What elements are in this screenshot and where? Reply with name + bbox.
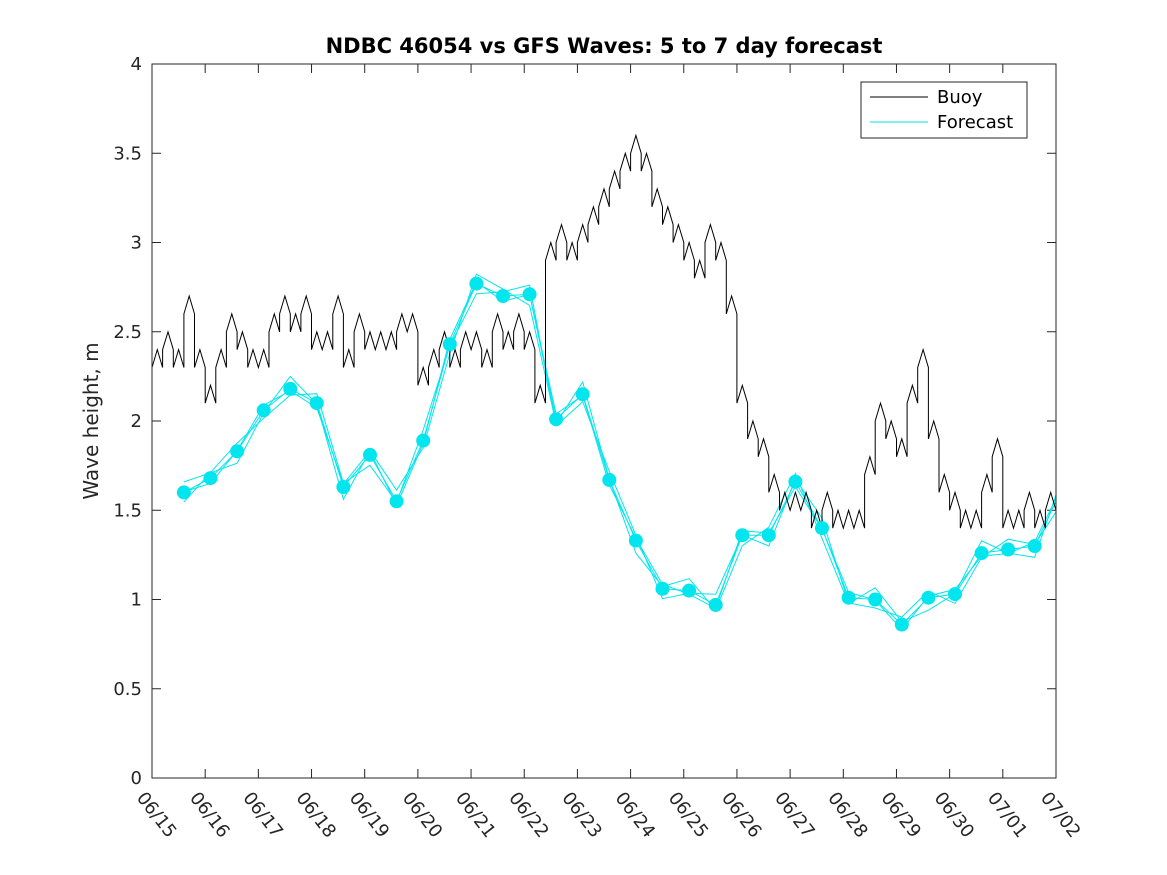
axis-ticks bbox=[151, 63, 1057, 779]
forecast-marker bbox=[1027, 539, 1042, 553]
forecast-marker bbox=[176, 485, 191, 500]
forecast-marker bbox=[948, 587, 962, 602]
x-tick-labels: 06/15 06/16 06/17 06/18 06/19 06/20 06/21 06/22… bbox=[132, 788, 1084, 842]
y-tick-label: 2.5 bbox=[113, 322, 142, 343]
y-tick-label: 0 bbox=[131, 768, 142, 789]
legend-box bbox=[860, 81, 1028, 139]
legend: Buoy Forecast bbox=[860, 81, 1028, 139]
y-tick-label: 1 bbox=[131, 590, 142, 611]
forecast-marker bbox=[283, 381, 298, 396]
forecast-line bbox=[183, 284, 1057, 618]
forecast-marker bbox=[974, 546, 989, 561]
forecast-marker bbox=[815, 521, 829, 536]
forecast-marker bbox=[230, 444, 245, 459]
legend-buoy-label: Buoy bbox=[937, 87, 983, 108]
forecast-marker bbox=[628, 533, 643, 548]
plot-frame bbox=[151, 63, 1057, 779]
forecast-marker bbox=[575, 387, 590, 402]
forecast-line bbox=[183, 273, 1057, 623]
forecast-marker bbox=[363, 447, 377, 462]
series-layer bbox=[151, 133, 1057, 632]
forecast-marker bbox=[336, 480, 351, 494]
forecast-marker bbox=[735, 528, 750, 543]
y-tick-label: 3 bbox=[131, 233, 142, 254]
x-tick-label: 06/28 bbox=[823, 788, 871, 842]
x-tick-label: 06/19 bbox=[345, 788, 393, 842]
forecast-marker bbox=[708, 597, 723, 612]
buoy-line bbox=[151, 133, 1057, 530]
y-tick-label: 4 bbox=[131, 54, 142, 75]
forecast-marker bbox=[894, 617, 909, 632]
forecast-marker bbox=[682, 583, 697, 598]
x-tick-label: 06/24 bbox=[611, 788, 659, 842]
forecast-marker bbox=[256, 403, 271, 418]
forecast-marker bbox=[761, 528, 776, 543]
forecast-marker bbox=[442, 337, 457, 352]
forecast-marker bbox=[469, 276, 484, 291]
x-tick-label: 06/25 bbox=[664, 788, 712, 842]
x-tick-label: 06/18 bbox=[292, 788, 340, 842]
x-tick-label: 06/27 bbox=[770, 788, 818, 842]
x-tick-label: 06/16 bbox=[185, 788, 233, 842]
y-axis-label: Wave height, m bbox=[79, 342, 103, 499]
forecast-marker bbox=[389, 494, 404, 509]
x-tick-label: 06/30 bbox=[930, 788, 978, 842]
forecast-marker bbox=[496, 289, 510, 303]
x-tick-label: 06/26 bbox=[717, 788, 765, 842]
forecast-marker bbox=[1001, 542, 1016, 557]
forecast-marker bbox=[655, 581, 670, 596]
y-tick-label: 2 bbox=[131, 411, 142, 432]
x-tick-label: 06/29 bbox=[877, 788, 925, 842]
x-tick-label: 07/02 bbox=[1036, 788, 1084, 842]
x-tick-label: 06/22 bbox=[504, 788, 552, 842]
chart-title: NDBC 46054 vs GFS Waves: 5 to 7 day fore… bbox=[326, 34, 883, 58]
forecast-line bbox=[183, 281, 1057, 631]
plot-area bbox=[152, 64, 1056, 778]
forecast-marker bbox=[868, 592, 883, 607]
x-tick-label: 06/15 bbox=[132, 788, 180, 842]
forecast-marker bbox=[522, 287, 537, 302]
x-tick-label: 06/17 bbox=[238, 788, 286, 842]
forecast-marker bbox=[309, 396, 324, 411]
x-tick-label: 06/21 bbox=[451, 788, 499, 842]
x-tick-label: 06/23 bbox=[557, 788, 605, 842]
y-tick-labels: 0 0.5 1 1.5 2 2.5 3 3.5 4 bbox=[113, 54, 142, 789]
forecast-marker bbox=[841, 590, 856, 605]
y-tick-label: 1.5 bbox=[113, 500, 142, 521]
y-tick-label: 3.5 bbox=[113, 143, 142, 164]
x-tick-label: 06/20 bbox=[398, 788, 446, 842]
forecast-marker bbox=[602, 472, 617, 487]
forecast-marker bbox=[203, 471, 218, 486]
x-tick-label: 07/01 bbox=[983, 788, 1031, 842]
forecast-marker bbox=[921, 590, 936, 605]
forecast-marker bbox=[416, 433, 431, 448]
legend-forecast-label: Forecast bbox=[937, 112, 1013, 133]
forecast-marker bbox=[549, 412, 564, 427]
forecast-marker bbox=[788, 474, 803, 489]
y-tick-label: 0.5 bbox=[113, 679, 142, 700]
